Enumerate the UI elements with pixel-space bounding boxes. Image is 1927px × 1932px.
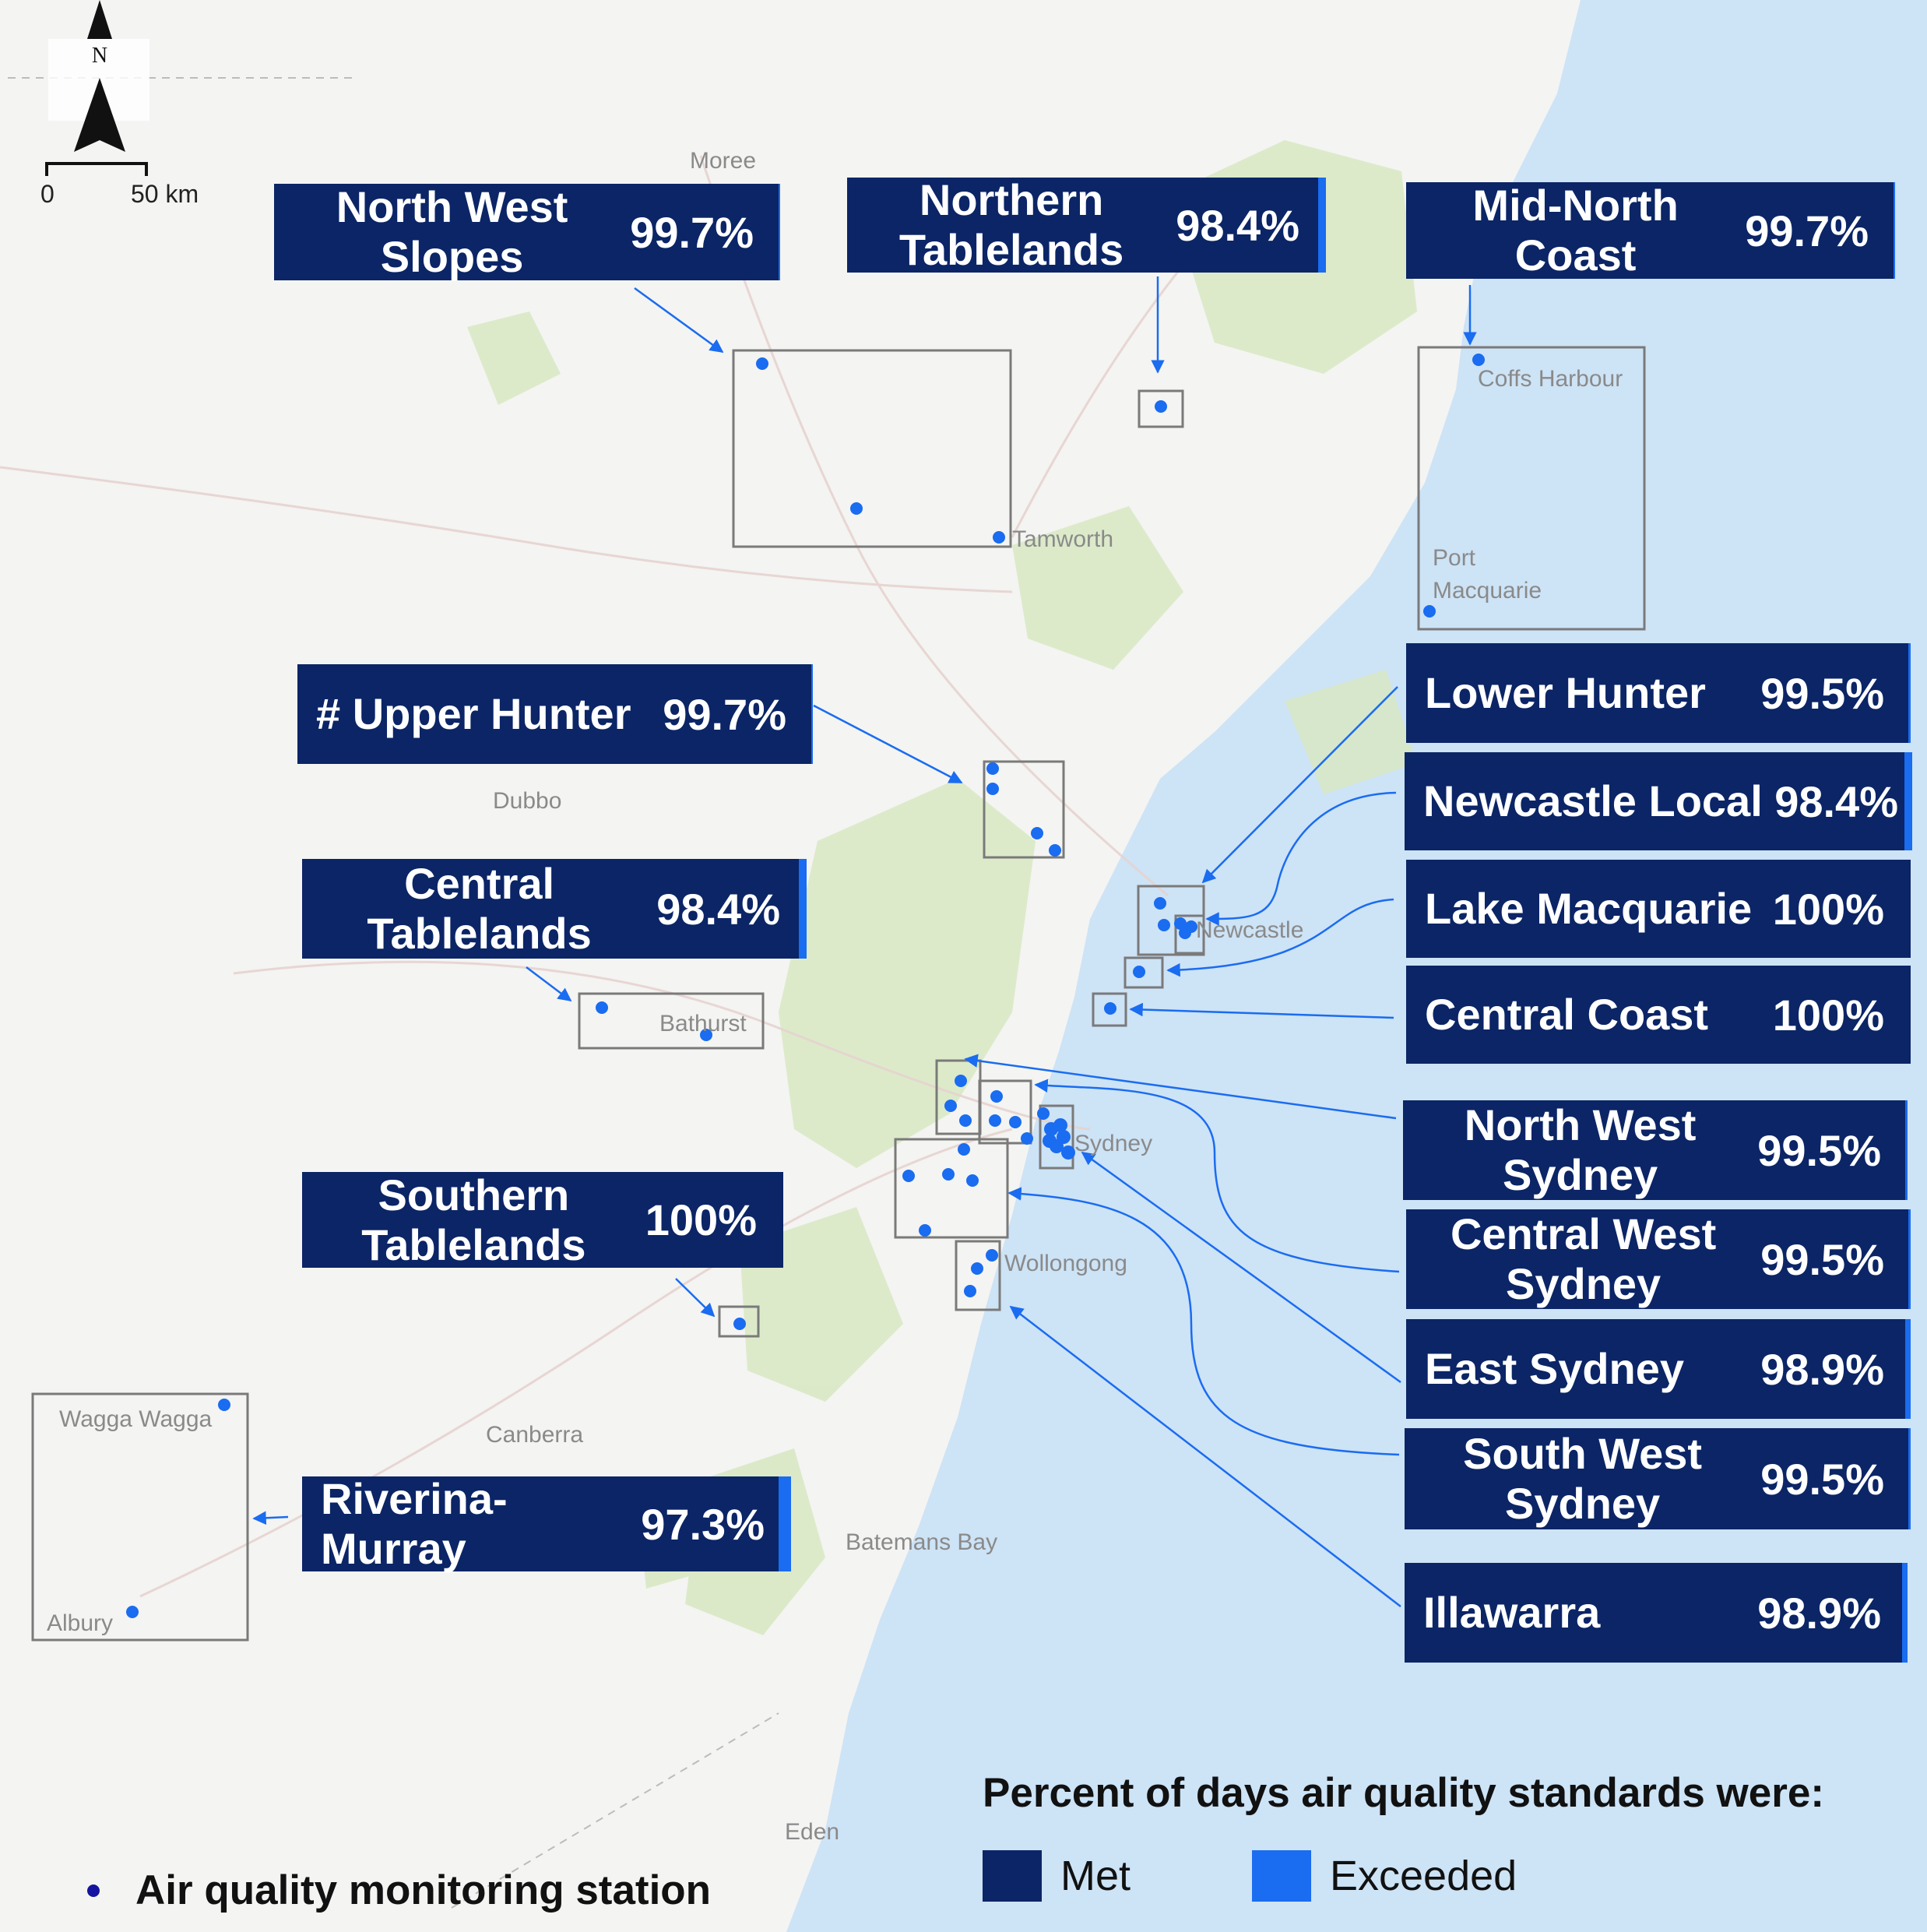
region-lake-macquarie: Lake Macquarie 100% [1406, 860, 1911, 958]
region-percent: 100% [645, 1195, 757, 1244]
place-wollongong: Wollongong [1004, 1251, 1127, 1276]
exceeded-bar [778, 1476, 791, 1571]
region-percent: 99.5% [1757, 1125, 1881, 1175]
exceeded-bar [1908, 1209, 1911, 1309]
exceeded-bar [779, 184, 780, 280]
region-name: Lower Hunter [1425, 668, 1706, 717]
place-batemans-bay: Batemans Bay [846, 1529, 998, 1555]
region-northern-tablelands: Northern Tablelands 98.4% [847, 175, 1326, 274]
region-percent: 99.7% [663, 689, 786, 739]
region-name: Northern Tablelands [898, 175, 1124, 274]
place-tamworth: Tamworth [1012, 526, 1114, 552]
exceeded-bar [1908, 1428, 1911, 1529]
legend-title: Percent of days air quality standards we… [983, 1770, 1824, 1816]
region-name: # Upper Hunter [316, 689, 631, 738]
region-upper-hunter: # Upper Hunter 99.7% [297, 664, 813, 764]
region-mid-north-coast: Mid-North Coast 99.7% [1406, 181, 1895, 280]
scale-end: 50 km [131, 180, 199, 208]
region-percent: 98.9% [1757, 1588, 1881, 1638]
region-percent: 99.7% [630, 207, 754, 257]
place-albury: Albury [47, 1610, 114, 1636]
place-canberra: Canberra [486, 1422, 584, 1448]
exceeded-bar [799, 859, 807, 959]
legend-met-swatch [983, 1850, 1042, 1902]
region-name: South West Sydney [1463, 1429, 1703, 1528]
legend-exceeded-swatch [1252, 1850, 1311, 1902]
legend-exceeded-label: Exceeded [1330, 1853, 1517, 1899]
north-arrow-icon [48, 0, 149, 152]
exceeded-bar [811, 664, 813, 764]
region-central-coast: Central Coast 100% [1406, 966, 1911, 1064]
station-dots [126, 354, 1485, 1618]
region-name: Newcastle Local [1423, 776, 1763, 825]
exceeded-bar [1908, 643, 1911, 743]
region-percent: 99.5% [1760, 1234, 1884, 1284]
region-newcastle-local: Newcastle Local 98.4% [1405, 752, 1912, 850]
region-percent: 97.3% [641, 1499, 765, 1549]
region-central-west-sydney: Central West Sydney 99.5% [1406, 1209, 1911, 1309]
exceeded-bar [1902, 1563, 1908, 1663]
exceeded-bar [1905, 1100, 1908, 1200]
region-central-tablelands: Central Tablelands 98.4% [302, 859, 807, 959]
exceeded-bar [1905, 1319, 1911, 1419]
region-percent: 99.5% [1760, 668, 1884, 718]
exceeded-bar [1904, 752, 1912, 850]
region-name: North West Sydney [1464, 1100, 1697, 1199]
region-percent: 100% [1772, 884, 1884, 934]
station-legend-dot-icon [87, 1884, 100, 1897]
scale-start: 0 [40, 180, 55, 208]
place-newcastle: Newcastle [1196, 917, 1304, 943]
region-name: Riverina-Murray [321, 1474, 508, 1573]
region-name: Illawarra [1423, 1588, 1601, 1637]
region-name: North West Slopes [336, 182, 568, 281]
region-name: Southern Tablelands [361, 1170, 586, 1269]
region-north-west-slopes: North West Slopes 99.7% [274, 182, 780, 281]
region-name: Central Tablelands [367, 859, 592, 958]
region-percent: 99.5% [1760, 1454, 1884, 1504]
region-percent: 99.7% [1745, 206, 1869, 255]
place-bathurst: Bathurst [659, 1011, 747, 1036]
place-port-macquarie-line2: Macquarie [1433, 578, 1542, 604]
exceeded-bar [1894, 182, 1895, 279]
region-north-west-sydney: North West Sydney 99.5% [1403, 1100, 1908, 1200]
region-name: Central Coast [1425, 990, 1709, 1039]
region-riverina-murray: Riverina-Murray 97.3% [302, 1474, 791, 1573]
place-port-macquarie-line1: Port [1433, 545, 1476, 571]
region-percent: 98.9% [1760, 1344, 1884, 1394]
region-name: Mid-North Coast [1472, 181, 1679, 280]
region-name: East Sydney [1425, 1344, 1685, 1393]
region-illawarra: Illawarra 98.9% [1405, 1563, 1908, 1663]
region-percent: 98.4% [1774, 776, 1898, 826]
region-percent: 100% [1772, 990, 1884, 1040]
station-legend-label: Air quality monitoring station [135, 1867, 712, 1913]
scale-bar [45, 162, 148, 176]
region-east-sydney: East Sydney 98.9% [1406, 1319, 1911, 1419]
region-percent: 98.4% [1176, 200, 1299, 250]
region-lower-hunter: Lower Hunter 99.5% [1406, 643, 1911, 743]
place-moree: Moree [690, 148, 757, 174]
roads [0, 155, 1247, 1598]
region-percent: 98.4% [656, 884, 780, 934]
inset-boxes [31, 346, 1646, 1642]
place-sydney: Sydney [1074, 1131, 1153, 1156]
region-name: Lake Macquarie [1425, 884, 1753, 933]
region-south-west-sydney: South West Sydney 99.5% [1405, 1428, 1911, 1529]
region-southern-tablelands: Southern Tablelands 100% [302, 1170, 783, 1269]
region-name: Central West Sydney [1450, 1209, 1717, 1308]
place-dubbo: Dubbo [493, 788, 562, 814]
exceeded-bar [1318, 178, 1326, 273]
place-wagga-wagga: Wagga Wagga [59, 1406, 213, 1432]
place-coffs-harbour: Coffs Harbour [1478, 366, 1623, 392]
legend-met-label: Met [1060, 1853, 1131, 1899]
compass-label: N [92, 44, 107, 68]
leader-lines [252, 276, 1477, 1607]
place-eden: Eden [785, 1819, 840, 1845]
